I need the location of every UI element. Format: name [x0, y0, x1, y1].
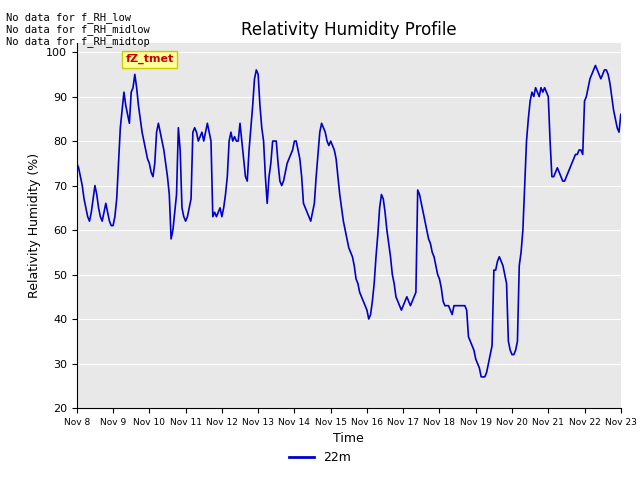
Legend: 22m: 22m: [284, 446, 356, 469]
Text: No data for f_RH_midlow: No data for f_RH_midlow: [6, 24, 150, 35]
22m: [73, 160, 81, 166]
22m: [617, 111, 625, 117]
22m: [534, 89, 541, 95]
Y-axis label: Relativity Humidity (%): Relativity Humidity (%): [28, 153, 40, 298]
22m: [579, 152, 586, 157]
Text: fZ_tmet: fZ_tmet: [125, 54, 174, 64]
22m: [292, 138, 300, 144]
X-axis label: Time: Time: [333, 432, 364, 445]
22m: [503, 280, 511, 286]
22m: [445, 303, 452, 309]
Line: 22m: 22m: [77, 65, 621, 377]
22m: [477, 374, 485, 380]
22m: [591, 62, 599, 68]
Title: Relativity Humidity Profile: Relativity Humidity Profile: [241, 21, 456, 39]
22m: [310, 201, 318, 206]
Text: No data for f_RH_midtop: No data for f_RH_midtop: [6, 36, 150, 47]
Text: No data for f_RH_low: No data for f_RH_low: [6, 12, 131, 23]
